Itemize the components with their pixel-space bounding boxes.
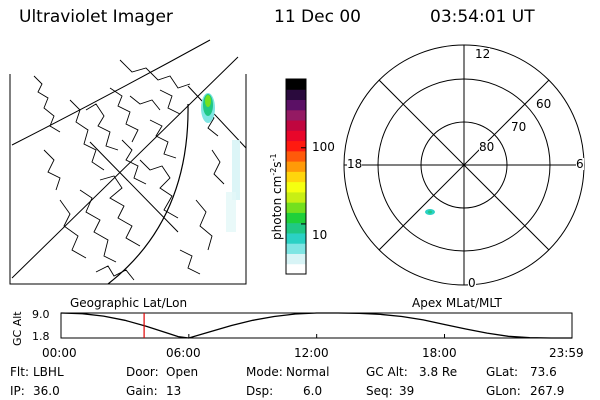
colorbar-segment (286, 263, 306, 275)
colorbar-segment (286, 171, 306, 183)
status-mode-label: Mode: (246, 365, 283, 379)
colorbar-frame (285, 78, 307, 275)
colorbar-segment (286, 109, 306, 121)
status-glon-label: GLon: (486, 384, 521, 398)
observation-date: 11 Dec 00 (274, 7, 361, 27)
colorbar-segment (286, 202, 306, 213)
orbit-ylabel: GC Alt (11, 311, 24, 346)
status-door-value: Open (166, 365, 199, 379)
status-glat-value: 73.6 (530, 365, 557, 379)
mlt-label-18: 18 (347, 157, 363, 171)
lat-label-70: 70 (511, 120, 527, 134)
status-glon-value: 267.9 (530, 384, 565, 398)
geo-panel-caption: Geographic Lat/Lon (70, 296, 188, 310)
status-gain-label: Gain: (126, 384, 158, 398)
colorbar-tick-100: 100 (312, 140, 335, 154)
lat-label-60: 60 (536, 97, 552, 111)
mlt-label-6: 6 (576, 157, 584, 171)
colorbar-segment (286, 140, 306, 152)
status-filter-label: Flt: (10, 365, 29, 379)
colorbar-segment (286, 181, 306, 193)
coastline (33, 59, 225, 281)
orbit-altitude-line (60, 312, 572, 339)
lat-label-80: 80 (479, 140, 495, 154)
observation-time: 03:54:01 UT (430, 7, 535, 27)
colorbar-tick-10: 10 (312, 228, 328, 242)
meridian-2 (187, 85, 247, 149)
status-gcalt-label: GC Alt: (366, 365, 408, 379)
aurora-emission-geo (201, 93, 240, 232)
colorbar-segment (286, 161, 306, 172)
status-dsp-value: 6.0 (303, 384, 323, 398)
status-ip-label: IP: (10, 384, 25, 398)
orbit-xtick-1: 06:00 (166, 346, 201, 360)
colorbar-segment (286, 150, 306, 162)
mlt-line-diag-2 (378, 79, 550, 251)
status-dsp-label: Dsp: (246, 384, 274, 398)
colorbar-segment (286, 130, 306, 142)
status-gain-value: 13 (166, 384, 182, 398)
status-gcalt-value: 3.8 Re (419, 365, 458, 379)
status-glat-label: GLat: (486, 365, 519, 379)
status-mode-value: Normal (286, 365, 330, 379)
mlt-label-0: 0 (468, 276, 476, 290)
orbit-xtick-4: 23:59 (549, 346, 584, 360)
meridian-3 (89, 141, 179, 233)
colorbar-segment (286, 222, 306, 234)
meridian-1 (11, 56, 239, 279)
orbit-xtick-0: 00:00 (42, 346, 77, 360)
status-seq-value: 39 (399, 384, 415, 398)
status-filter-value: LBHL (33, 365, 64, 379)
polar-panel-caption: Apex MLat/MLT (412, 296, 502, 310)
mlt-label-12: 12 (475, 47, 491, 61)
orbit-ytick-min: 1.8 (32, 330, 50, 343)
colorbar-segment (286, 79, 306, 90)
status-ip-value: 36.0 (33, 384, 60, 398)
colorbar-segment (286, 191, 306, 203)
instrument-title: Ultraviolet Imager (19, 7, 173, 27)
aurora-emission-polar (425, 209, 435, 215)
colorbar-segment (286, 243, 306, 254)
status-door-label: Door: (126, 365, 159, 379)
colorbar-segment (286, 212, 306, 224)
orbit-xtick-2: 12:00 (294, 346, 329, 360)
colorbar-segment (286, 253, 306, 265)
earth-limb (11, 39, 211, 146)
colorbar-segment (286, 99, 306, 111)
orbit-xtick-3: 18:00 (422, 346, 457, 360)
status-seq-label: Seq: (366, 384, 393, 398)
orbit-ytick-max: 9.0 (32, 308, 50, 321)
colorbar-segment (286, 120, 306, 131)
horizon-arc (107, 103, 189, 285)
colorbar-segment (286, 232, 306, 244)
map-frame (9, 74, 247, 285)
colorbar-segment (286, 89, 306, 101)
